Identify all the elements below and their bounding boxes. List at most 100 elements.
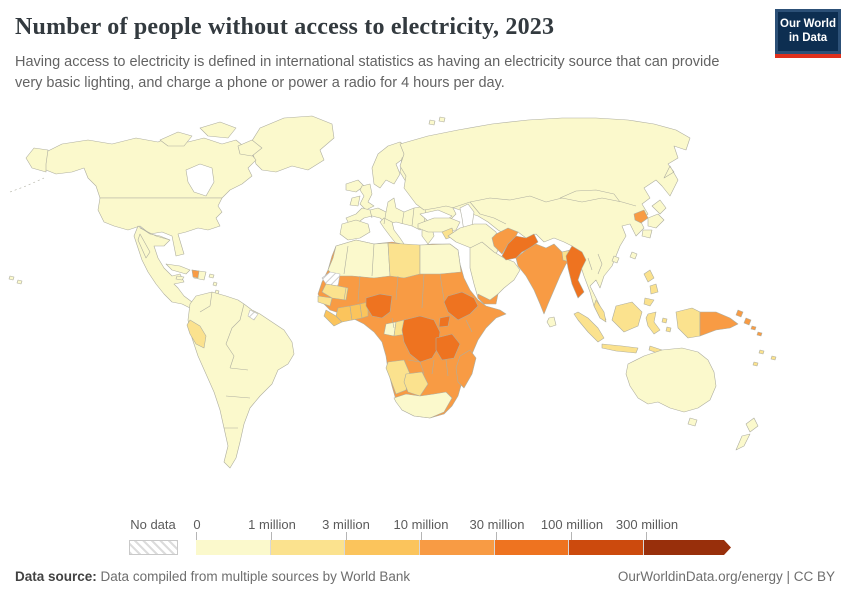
region-philippines[interactable] [643, 269, 659, 307]
legend-tickmark [346, 532, 347, 540]
region-alaska[interactable] [25, 147, 49, 173]
borders-africa [343, 243, 473, 377]
owid-logo-line1: Our World [780, 18, 837, 30]
owid-logo-line2: in Data [788, 32, 828, 45]
region-sumatra[interactable] [573, 311, 605, 343]
owid-logo-box: Our World in Data [775, 9, 841, 54]
legend-tickmark [421, 532, 422, 540]
region-south-africa[interactable] [393, 391, 453, 419]
legend-tickmark [271, 532, 272, 540]
legend-tickmark [646, 532, 647, 540]
region-borneo[interactable] [611, 301, 643, 333]
region-arabia[interactable] [469, 241, 521, 305]
borders-central-asia [451, 189, 637, 275]
region-myanmar[interactable] [565, 245, 587, 299]
footer-source-label: Data source: [15, 569, 97, 584]
legend-tick-1m: 1 million [248, 517, 296, 532]
legend-bin-1-3m[interactable] [270, 540, 346, 555]
region-japan[interactable] [641, 199, 667, 239]
footer-source: Data source: Data compiled from multiple… [15, 569, 410, 584]
lake-hudson-bay [185, 163, 215, 197]
region-sierra-leone-liberia[interactable] [323, 309, 343, 327]
region-lesser-antilles[interactable] [208, 273, 220, 295]
footer-source-text: Data compiled from multiple sources by W… [100, 569, 411, 584]
region-new-zealand[interactable] [735, 417, 759, 451]
world-choropleth-map[interactable] [0, 106, 850, 506]
region-yemen[interactable] [477, 293, 499, 305]
region-turkey[interactable] [417, 217, 461, 233]
region-mauritania[interactable] [321, 283, 349, 301]
region-sulawesi[interactable] [645, 311, 661, 335]
region-morocco-algeria-tunisia[interactable] [327, 239, 391, 279]
region-senegal[interactable] [317, 295, 333, 307]
region-baja-california[interactable] [137, 233, 151, 259]
region-jamaica[interactable] [175, 275, 185, 281]
region-malaysia-peninsula[interactable] [593, 299, 607, 323]
region-taiwan-hainan[interactable] [611, 251, 638, 264]
region-peru[interactable] [186, 319, 207, 349]
legend-bin-10-30m[interactable] [420, 540, 495, 555]
borders-europe [369, 205, 427, 227]
region-papua-new-guinea[interactable] [699, 309, 752, 337]
region-canada[interactable] [43, 135, 257, 199]
legend-color-bar [196, 540, 719, 555]
owid-logo-accent-bar [775, 53, 841, 58]
region-svalbard [428, 116, 446, 126]
legend-tickmark [571, 532, 572, 540]
chart-subtitle: Having access to electricity is defined … [15, 54, 720, 92]
region-solomon-islands[interactable] [750, 325, 763, 337]
region-north-korea[interactable] [633, 209, 649, 224]
legend-no-data-label: No data [130, 517, 176, 532]
region-ireland[interactable] [349, 195, 361, 207]
region-dr-congo[interactable] [401, 315, 441, 363]
region-iberia[interactable] [339, 219, 371, 241]
region-pacific-islands[interactable] [752, 349, 777, 367]
region-iceland[interactable] [345, 179, 365, 193]
legend-bin-100-300m[interactable] [569, 540, 645, 555]
region-canadian-arctic-islands[interactable] [159, 121, 263, 157]
region-greenland[interactable] [249, 115, 335, 173]
legend-tick-0: 0 [193, 517, 201, 532]
region-united-states[interactable] [97, 197, 223, 257]
region-south-america[interactable] [187, 291, 295, 469]
region-cote-divoire[interactable] [335, 305, 353, 323]
region-tanzania[interactable] [435, 333, 461, 361]
region-ethiopia[interactable] [443, 291, 479, 321]
aleutian-islands-line [9, 177, 45, 193]
region-cuba[interactable] [165, 263, 191, 275]
legend-bin-3-10m[interactable] [345, 540, 421, 555]
region-namibia[interactable] [385, 359, 411, 395]
region-sri-lanka[interactable] [546, 316, 557, 328]
region-libya[interactable] [387, 242, 421, 279]
region-papua-indonesia[interactable] [675, 307, 701, 339]
region-madagascar[interactable] [455, 349, 477, 389]
region-french-guiana[interactable] [247, 309, 259, 321]
region-haiti[interactable] [191, 269, 200, 279]
region-galapagos-hawaii [8, 275, 23, 285]
border-us-mexico [139, 227, 171, 241]
region-india[interactable] [515, 243, 573, 315]
owid-logo[interactable]: Our World in Data [775, 9, 841, 58]
region-united-kingdom[interactable] [359, 183, 375, 211]
region-uganda[interactable] [438, 315, 451, 328]
legend-tick-30m: 30 million [469, 517, 525, 532]
footer: Data source: Data compiled from multiple… [15, 569, 835, 584]
region-mexico-central-america[interactable] [133, 225, 197, 309]
legend-bin-300m-plus[interactable] [644, 540, 719, 555]
legend-bin-30-100m[interactable] [494, 540, 570, 555]
region-australia[interactable] [625, 347, 717, 427]
region-nigeria[interactable] [365, 293, 393, 319]
region-russia-china-asia[interactable] [399, 117, 691, 321]
legend-tick-3m: 3 million [322, 517, 370, 532]
legend-arrow-icon [719, 540, 731, 555]
region-pakistan[interactable] [501, 233, 539, 261]
footer-license-link[interactable]: OurWorldinData.org/energy | CC BY [617, 569, 835, 584]
legend-bin-0-1m[interactable] [196, 540, 271, 555]
legend-tick-10m: 10 million [393, 517, 449, 532]
region-java[interactable] [601, 343, 639, 354]
region-egypt[interactable] [419, 243, 462, 275]
page-title: Number of people without access to elect… [15, 14, 555, 40]
legend-tickmark [496, 532, 497, 540]
legend-tick-300m: 300 million [615, 517, 679, 532]
legend-no-data-swatch[interactable] [129, 540, 178, 555]
